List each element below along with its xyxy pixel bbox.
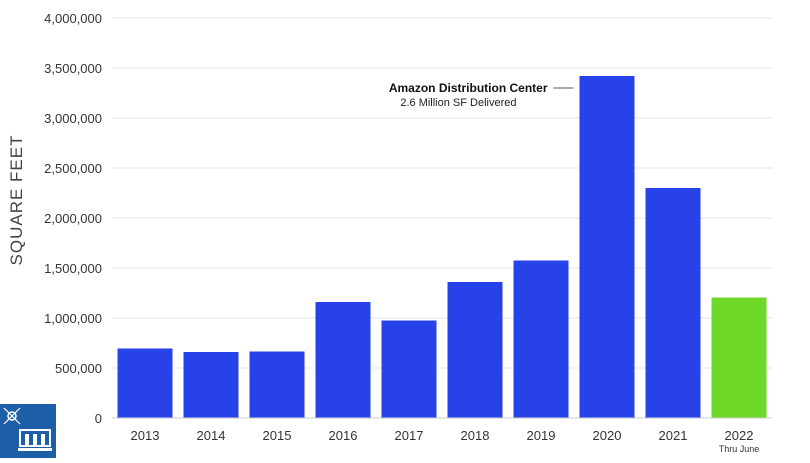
bar-2016 — [315, 302, 371, 418]
y-tick-labels: 0 500,000 1,000,000 1,500,000 2,000,000 2,500… — [44, 11, 102, 426]
y-axis-label: SQUARE FEET — [7, 135, 26, 266]
x-tick-label: 2013 — [131, 428, 160, 443]
bar-2013 — [117, 348, 173, 418]
y-tick-label: 1,500,000 — [44, 261, 102, 276]
bar-2020 — [579, 76, 635, 418]
x-tick-labels: 2013 2014 2015 2016 2017 2018 2019 2020 2021 2022… — [131, 428, 760, 454]
x-tick-label: 2016 — [329, 428, 358, 443]
y-tick-label: 4,000,000 — [44, 11, 102, 26]
y-tick-label: 3,000,000 — [44, 111, 102, 126]
x-tick-sublabel: Thru June — [719, 444, 760, 454]
x-tick-label: 2015 — [263, 428, 292, 443]
y-tick-label: 1,000,000 — [44, 311, 102, 326]
x-tick-label: 2022 — [725, 428, 754, 443]
annotation-subtitle: 2.6 Million SF Delivered — [400, 97, 516, 109]
annotation-title: Amazon Distribution Center — [389, 81, 548, 95]
x-tick-label: 2021 — [659, 428, 688, 443]
y-tick-label: 3,500,000 — [44, 61, 102, 76]
y-tick-label: 2,000,000 — [44, 211, 102, 226]
bar-2018 — [447, 282, 503, 418]
annotation: Amazon Distribution Center 2.6 Million S… — [389, 81, 574, 109]
x-tick-label: 2020 — [593, 428, 622, 443]
x-tick-label: 2019 — [527, 428, 556, 443]
bars — [117, 76, 767, 418]
x-tick-label: 2017 — [395, 428, 424, 443]
logo — [0, 404, 56, 458]
y-tick-label: 0 — [95, 411, 102, 426]
bar-2015 — [249, 351, 305, 418]
bar-2022 — [711, 297, 767, 418]
x-tick-label: 2018 — [461, 428, 490, 443]
bar-2014 — [183, 352, 239, 418]
bar-2017 — [381, 320, 437, 418]
bar-2021 — [645, 188, 701, 418]
x-tick-label: 2014 — [197, 428, 226, 443]
bar-2019 — [513, 260, 569, 418]
y-tick-label: 500,000 — [55, 361, 102, 376]
y-tick-label: 2,500,000 — [44, 161, 102, 176]
building-network-icon — [3, 407, 52, 451]
gridlines — [112, 17, 772, 369]
